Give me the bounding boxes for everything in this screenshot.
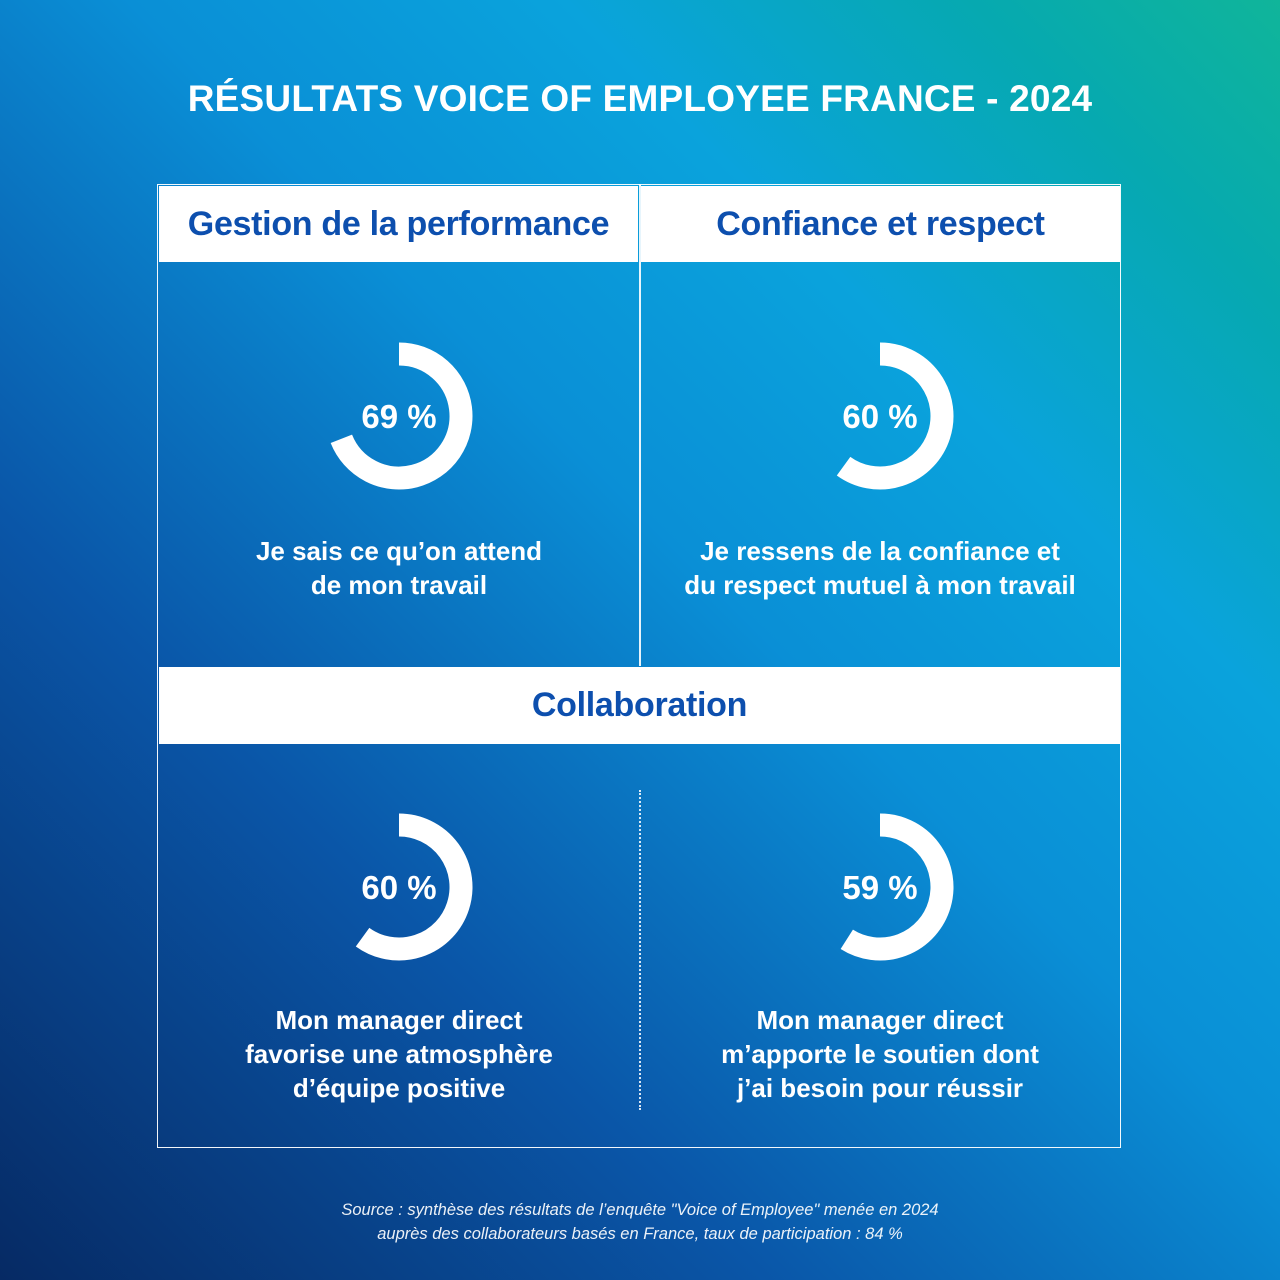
- donut-chart-team-atmosphere: [355, 813, 473, 961]
- caption-performance: Je sais ce qu’on attend de mon travail: [255, 536, 543, 600]
- top-divider: [639, 184, 641, 666]
- source-note: Source : synthèse des résultats de l’enq…: [341, 1201, 939, 1243]
- page-title: RÉSULTATS VOICE OF EMPLOYEE FRANCE - 202…: [187, 78, 1093, 119]
- bottom-divider: [639, 790, 641, 1110]
- donut-arc-manager-support: [840, 813, 954, 961]
- section-header-trust: Confiance et respect: [641, 186, 1120, 262]
- donut-arc-performance: [330, 342, 473, 490]
- donut-chart-manager-support: [840, 813, 954, 961]
- caption-manager-support: Mon manager direct m’apporte le soutien …: [721, 1005, 1039, 1103]
- donut-chart-performance: [330, 342, 473, 490]
- donut-chart-trust: [836, 342, 954, 490]
- donut-value-team-atmosphere: 60 %: [361, 869, 437, 906]
- section-header-performance: Gestion de la performance: [159, 186, 638, 262]
- donut-arc-trust: [836, 342, 954, 490]
- donut-value-trust: 60 %: [842, 398, 918, 435]
- section-header-collaboration: Collaboration: [159, 667, 1120, 744]
- donut-arc-team-atmosphere: [355, 813, 473, 961]
- donut-value-manager-support: 59 %: [842, 869, 918, 906]
- caption-trust: Je ressens de la confiance et du respect…: [684, 536, 1076, 600]
- donut-value-performance: 69 %: [361, 398, 437, 435]
- caption-team-atmosphere: Mon manager direct favorise une atmosphè…: [245, 1005, 553, 1103]
